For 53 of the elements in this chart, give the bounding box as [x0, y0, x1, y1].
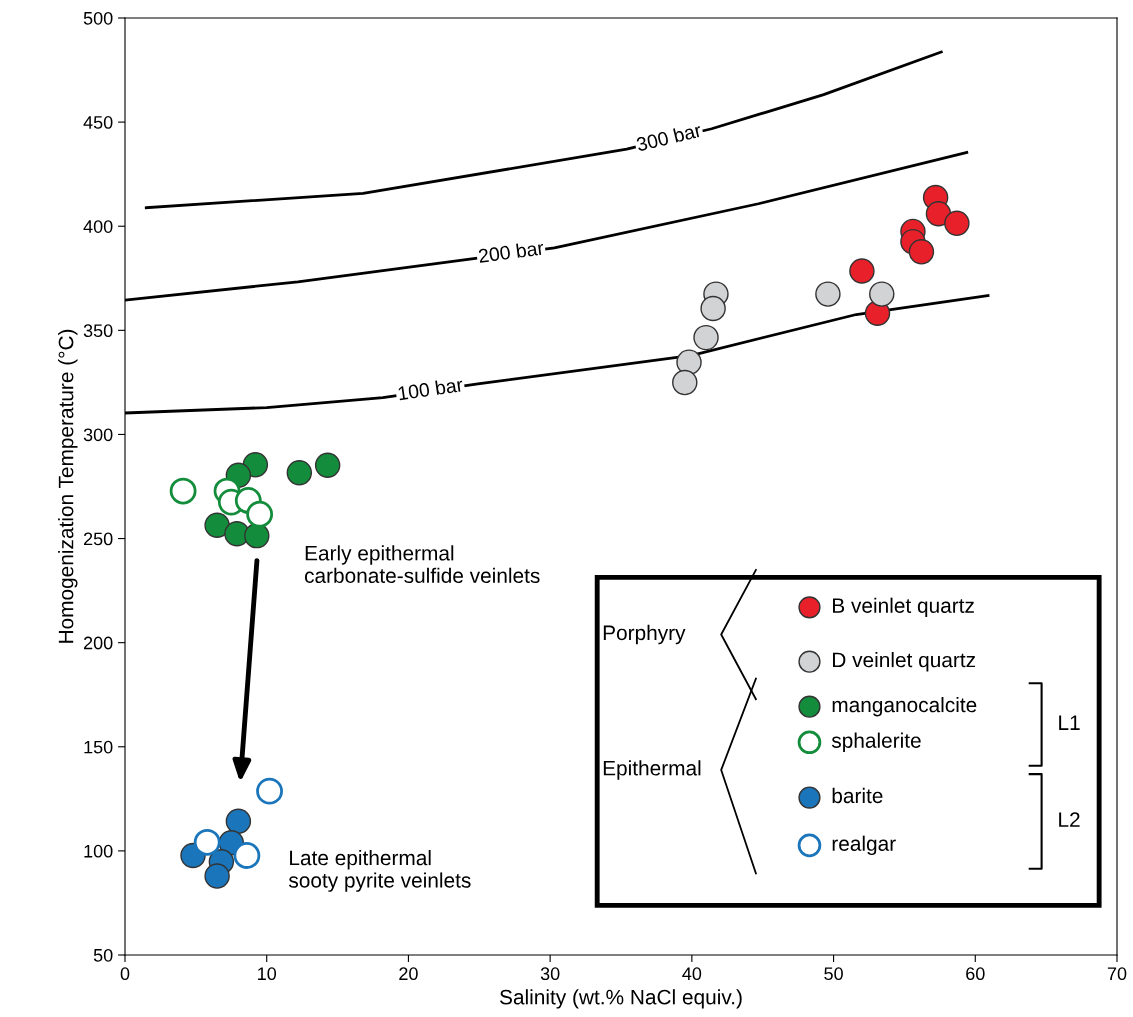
y-tick-label: 300 — [83, 428, 113, 442]
text: 100 bar — [397, 377, 464, 401]
annotation: Early epithermal carbonate-sulfide veinlets — [304, 545, 540, 584]
point — [672, 369, 698, 396]
legend-label: manganocalcite — [832, 696, 977, 717]
x-tick-label: 60 — [966, 967, 985, 981]
y-tick-label: 200 — [83, 636, 113, 650]
point — [180, 842, 206, 869]
legend-label: D veinlet quartz — [833, 652, 976, 672]
point — [700, 295, 726, 322]
point — [204, 863, 230, 889]
x-axis-title: Salinity (wt.% NaCl equiv.) — [500, 989, 742, 1009]
point — [925, 201, 952, 227]
x-tick-label: 50 — [824, 967, 843, 981]
legend-label: sphalerite — [831, 732, 921, 753]
x-tick-label: 40 — [682, 967, 702, 981]
legend-label: barite — [832, 787, 883, 804]
point — [286, 460, 313, 486]
y-tick-label: 400 — [83, 220, 113, 233]
y-tick-label: 350 — [83, 324, 113, 338]
x-tick-label: 30 — [540, 967, 560, 981]
y-tick-label: 50 — [93, 948, 113, 962]
point — [314, 452, 341, 478]
legend-label: B veinlet quartz — [833, 597, 974, 618]
point — [849, 258, 875, 284]
text: 300 bar — [635, 122, 703, 152]
x-tick-label: 10 — [258, 967, 277, 981]
line-series — [144, 50, 943, 210]
point — [244, 522, 270, 549]
point — [204, 512, 230, 538]
point — [676, 349, 702, 375]
x-tick-label: 0 — [120, 967, 130, 981]
point — [908, 239, 935, 265]
annotation: Late epithermal sooty pyrite veinlets — [288, 849, 471, 892]
y-tick-label: 500 — [83, 11, 113, 25]
annotation: Porphyry — [603, 624, 686, 645]
x-tick-label: 70 — [1107, 967, 1127, 981]
point — [225, 808, 252, 835]
y-tick-label: 250 — [83, 532, 113, 546]
annotation: L2 — [1059, 812, 1080, 827]
y-tick-label: 100 — [84, 844, 113, 858]
point — [944, 210, 970, 237]
legend-label: realgar — [832, 835, 896, 856]
x-tick-label: 20 — [399, 967, 418, 981]
text: 200 bar — [478, 240, 545, 263]
point — [815, 281, 841, 307]
annotation: Epithermal — [603, 760, 701, 780]
point — [869, 281, 895, 307]
y-tick-label: 150 — [84, 740, 113, 754]
annotation: L1 — [1059, 715, 1080, 730]
point — [693, 324, 719, 351]
y-tick-label: 450 — [83, 116, 113, 129]
y-axis-title: Homogenization Temperature (°C) — [58, 329, 78, 643]
